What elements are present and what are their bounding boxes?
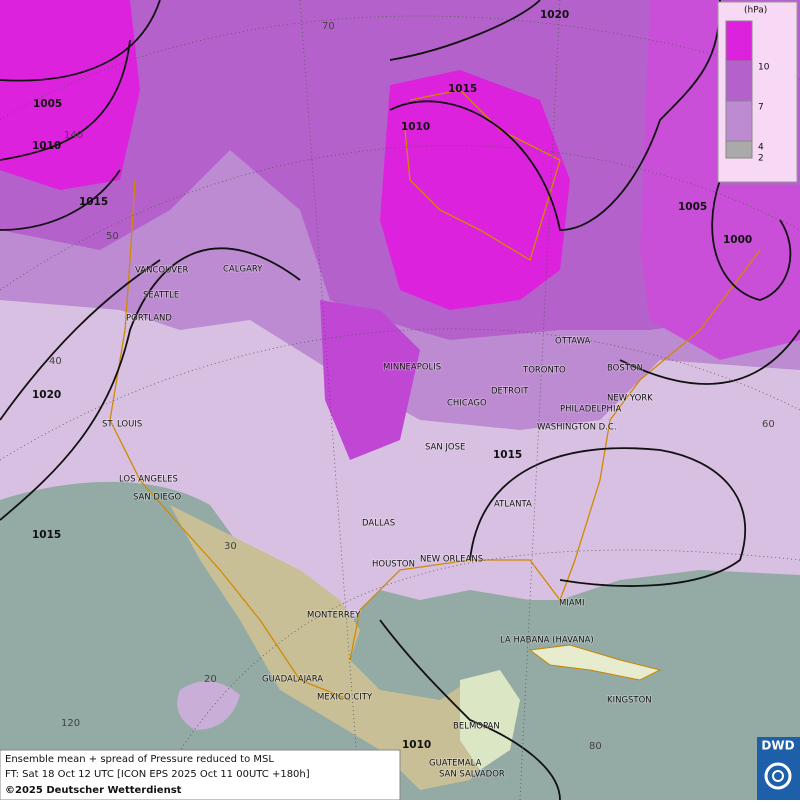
city-label: VANCOUVER <box>135 266 188 276</box>
spread-max-hudson <box>380 70 570 310</box>
isobar-label: 1015 <box>32 529 61 541</box>
graticule-label: 40 <box>49 356 62 367</box>
city-label: CHICAGO <box>447 399 487 409</box>
spread-max-west <box>0 0 140 190</box>
city-label: GUATEMALA <box>429 759 482 769</box>
footer-box <box>0 749 401 801</box>
city-label: SAN SALVADOR <box>439 770 505 780</box>
spread-max-east <box>640 0 800 360</box>
graticule-label: 50 <box>106 231 119 242</box>
isobar-label: 1010 <box>32 140 61 152</box>
footer-forecast: FT: Sat 18 Oct 12 UTC [ICON EPS 2025 Oct… <box>5 769 310 780</box>
graticule-label: 120 <box>61 718 80 729</box>
legend-swatch <box>725 100 753 142</box>
city-label: LOS ANGELES <box>119 475 178 485</box>
city-label: OTTAWA <box>555 337 591 347</box>
coastline <box>109 89 761 701</box>
city-label: CALGARY <box>223 265 263 275</box>
mexico-land <box>170 505 500 790</box>
city-label: WASHINGTON D.C. <box>537 423 617 433</box>
city-label: BELMOPAN <box>453 722 500 732</box>
dwd-logo-swirl-inner <box>772 770 784 782</box>
city-label: KINGSTON <box>607 696 652 706</box>
graticule-label: 70 <box>322 21 335 32</box>
dwd-logo-swirl <box>764 762 792 790</box>
isobar-label: 1015 <box>79 196 108 208</box>
cuba <box>528 644 662 681</box>
city-label: MIAMI <box>559 599 585 609</box>
legend-level: 2 <box>758 154 764 164</box>
city-label: NEW YORK <box>607 394 653 404</box>
legend-swatch <box>725 60 753 102</box>
isobar-label: 1020 <box>540 9 569 21</box>
graticule-label: 80 <box>589 741 602 752</box>
legend-level: 4 <box>758 143 764 153</box>
isobar-label: 1015 <box>493 449 522 461</box>
legend-swatch <box>725 140 753 159</box>
graticule-label: 20 <box>204 674 217 685</box>
isobar-label: 1010 <box>402 739 431 751</box>
spread-pacific <box>177 681 240 730</box>
legend-swatch <box>725 20 753 62</box>
legend-unit: (hPa) <box>744 6 767 16</box>
city-label: MONTERREY <box>307 611 361 621</box>
isobar-label: 1000 <box>723 234 752 246</box>
footer-copyright: ©2025 Deutscher Wetterdienst <box>5 785 182 796</box>
city-label: PHILADELPHIA <box>560 405 621 415</box>
labels: VANCOUVER CALGARY SEATTLE PORTLAND MINNEAPOL… <box>32 9 775 780</box>
city-label: ATLANTA <box>494 500 532 510</box>
city-label: PORTLAND <box>126 314 172 324</box>
legend-level: 10 <box>758 63 770 73</box>
city-label: GUADALAJARA <box>262 675 323 685</box>
city-label: MINNEAPOLIS <box>383 363 441 373</box>
city-label: SAN JOSE <box>425 443 465 453</box>
city-label: MEXICO CITY <box>317 693 373 703</box>
city-label: LA HABANA (HAVANA) <box>500 636 594 646</box>
city-label: BOSTON <box>607 364 643 374</box>
graticule-label: 140 <box>64 130 83 141</box>
dwd-logo-text: DWD <box>761 739 794 753</box>
dwd-logo <box>757 737 800 800</box>
city-label: HOUSTON <box>372 560 415 570</box>
footer-title: Ensemble mean + spread of Pressure reduc… <box>5 754 274 765</box>
city-label: ST. LOUIS <box>102 420 142 430</box>
isobar-label: 1005 <box>33 98 62 110</box>
graticule-label: 30 <box>224 541 237 552</box>
city-label: DETROIT <box>491 387 529 397</box>
graticule-label: 60 <box>762 419 775 430</box>
isobar-label: 1005 <box>678 201 707 213</box>
isobar-label: 1010 <box>401 121 430 133</box>
city-label: SAN DIEGO <box>133 493 181 503</box>
isobar-label: 1020 <box>32 389 61 401</box>
legend-level: 7 <box>758 103 764 113</box>
spread-high-midwest <box>320 300 420 460</box>
city-label: DALLAS <box>362 519 395 529</box>
yucatan-land <box>460 670 520 770</box>
city-label: TORONTO <box>522 366 566 376</box>
city-label: SEATTLE <box>143 291 179 301</box>
city-label: NEW ORLEANS <box>420 555 483 565</box>
isobar-label: 1015 <box>448 83 477 95</box>
